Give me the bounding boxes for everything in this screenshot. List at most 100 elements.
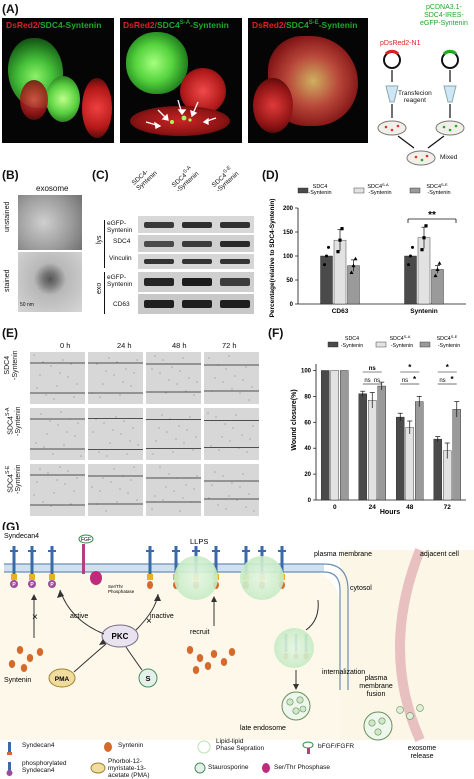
phosphatase-icon xyxy=(90,571,102,585)
svg-text:-Syntenin: -Syntenin xyxy=(368,190,391,196)
bar xyxy=(405,427,414,501)
cell-speck xyxy=(218,449,220,451)
cell-speck xyxy=(154,495,156,497)
panel-d-label: (D) xyxy=(262,168,279,182)
phosphate xyxy=(28,580,36,588)
cell-speck xyxy=(62,359,64,361)
syndecan4-label: Syndecan4 xyxy=(4,533,39,540)
svg-text:SDC4: SDC4 xyxy=(313,184,328,190)
syndecan4-branch xyxy=(278,550,286,552)
exosome-release-2: release xyxy=(411,753,434,760)
cell-speck xyxy=(122,381,124,383)
fgfr xyxy=(82,544,85,574)
cell-speck xyxy=(99,490,101,492)
caption-a1: DsRed2/SDC4-Syntenin xyxy=(6,20,102,30)
cell-speck xyxy=(116,361,118,363)
bar xyxy=(330,370,339,501)
cell-speck xyxy=(113,468,115,470)
cell-speck xyxy=(50,365,52,367)
cell-speck xyxy=(132,427,134,429)
cell-speck xyxy=(224,423,226,425)
bar xyxy=(358,393,367,501)
cell-speck xyxy=(251,386,253,388)
syndecan4-receptor xyxy=(50,546,54,576)
syndecan4-branch xyxy=(10,550,18,552)
plasma-membrane-label: plasma membrane xyxy=(314,551,372,558)
bar xyxy=(396,416,405,501)
svg-text:×: × xyxy=(146,616,152,627)
cytosol-label: cytosol xyxy=(350,585,372,592)
syntenin-dot xyxy=(196,654,204,662)
svg-text:-Syntenin: -Syntenin xyxy=(308,190,331,196)
cell-speck xyxy=(245,366,247,368)
cell-speck xyxy=(236,499,238,501)
cell-speck xyxy=(133,466,135,468)
chart-f: Wound closure(%) Hours SDC4-Syntenin SDC… xyxy=(291,334,466,516)
data-point xyxy=(435,267,440,271)
cell-speck xyxy=(165,392,167,394)
cell-speck xyxy=(248,493,250,495)
cell-speck xyxy=(192,449,194,451)
y-tick-label: 60 xyxy=(304,420,311,426)
y-tick-label: 50 xyxy=(286,278,293,284)
sig-label: ns xyxy=(374,378,380,384)
cell-speck xyxy=(80,455,82,457)
syntenin-dot xyxy=(186,646,194,654)
cell-speck xyxy=(39,468,41,470)
cell-speck xyxy=(172,451,174,453)
data-point xyxy=(327,245,330,249)
syntenin-label: Syntenin xyxy=(4,677,31,684)
chart-d: Percentage(relative to SDC4-Syntenin) SD… xyxy=(269,182,466,317)
blot-cd63 xyxy=(138,294,254,314)
cell-speck xyxy=(208,357,210,359)
cell-speck xyxy=(241,434,243,436)
y-tick-label: 80 xyxy=(304,394,311,400)
syntenin-dot xyxy=(20,664,28,672)
cell-speck xyxy=(217,504,219,506)
y-tick-label: 40 xyxy=(304,446,311,452)
svg-text:SDC4S-A: SDC4S-A xyxy=(390,334,411,342)
syntenin-dot xyxy=(16,646,24,654)
syndecan4-cyto xyxy=(147,574,153,580)
data-point xyxy=(437,261,442,265)
phosphate xyxy=(10,580,18,588)
data-point xyxy=(353,256,358,261)
wound-image xyxy=(204,464,259,516)
bar xyxy=(377,385,386,501)
blot-sdc4 xyxy=(138,235,254,252)
cell-speck xyxy=(188,377,190,379)
bar xyxy=(321,370,330,501)
cell-speck xyxy=(228,495,230,497)
plasmid-2-icon xyxy=(441,51,459,69)
transfection-scheme xyxy=(377,49,465,166)
sig-label: * xyxy=(450,375,454,384)
row-vinculin: Vinculin xyxy=(109,255,132,262)
cell-speck xyxy=(36,481,38,483)
cell-speck xyxy=(229,440,231,442)
cell-speck xyxy=(43,446,45,448)
row-sdc4: SDC4 xyxy=(113,238,131,245)
wound-healing-grid xyxy=(30,352,259,516)
cell-speck xyxy=(53,492,55,494)
pm-fusion-3: fusion xyxy=(367,691,386,698)
cell-speck xyxy=(189,416,191,418)
cell-speck xyxy=(102,383,104,385)
cell-speck xyxy=(109,442,111,444)
syntenin-dot xyxy=(228,648,236,656)
cell-speck xyxy=(239,392,241,394)
x-tick-label: 0 xyxy=(333,504,337,511)
cell-speck xyxy=(129,440,131,442)
cell-speck xyxy=(70,363,72,365)
tem-stained: 50 nm xyxy=(18,252,82,312)
cell-speck xyxy=(211,484,213,486)
cell-speck xyxy=(166,431,168,433)
cell-speck xyxy=(162,359,164,361)
cell-speck xyxy=(221,436,223,438)
cell-speck xyxy=(253,510,255,512)
cell-speck xyxy=(99,396,101,398)
panel-g-legend: Syndecan4 Syntenin Lipid-lipid Phase Sepr… xyxy=(0,738,474,779)
cell-speck xyxy=(73,490,75,492)
data-point xyxy=(433,273,438,278)
syndecan4-receptor xyxy=(280,546,284,576)
cell-speck xyxy=(161,414,163,416)
